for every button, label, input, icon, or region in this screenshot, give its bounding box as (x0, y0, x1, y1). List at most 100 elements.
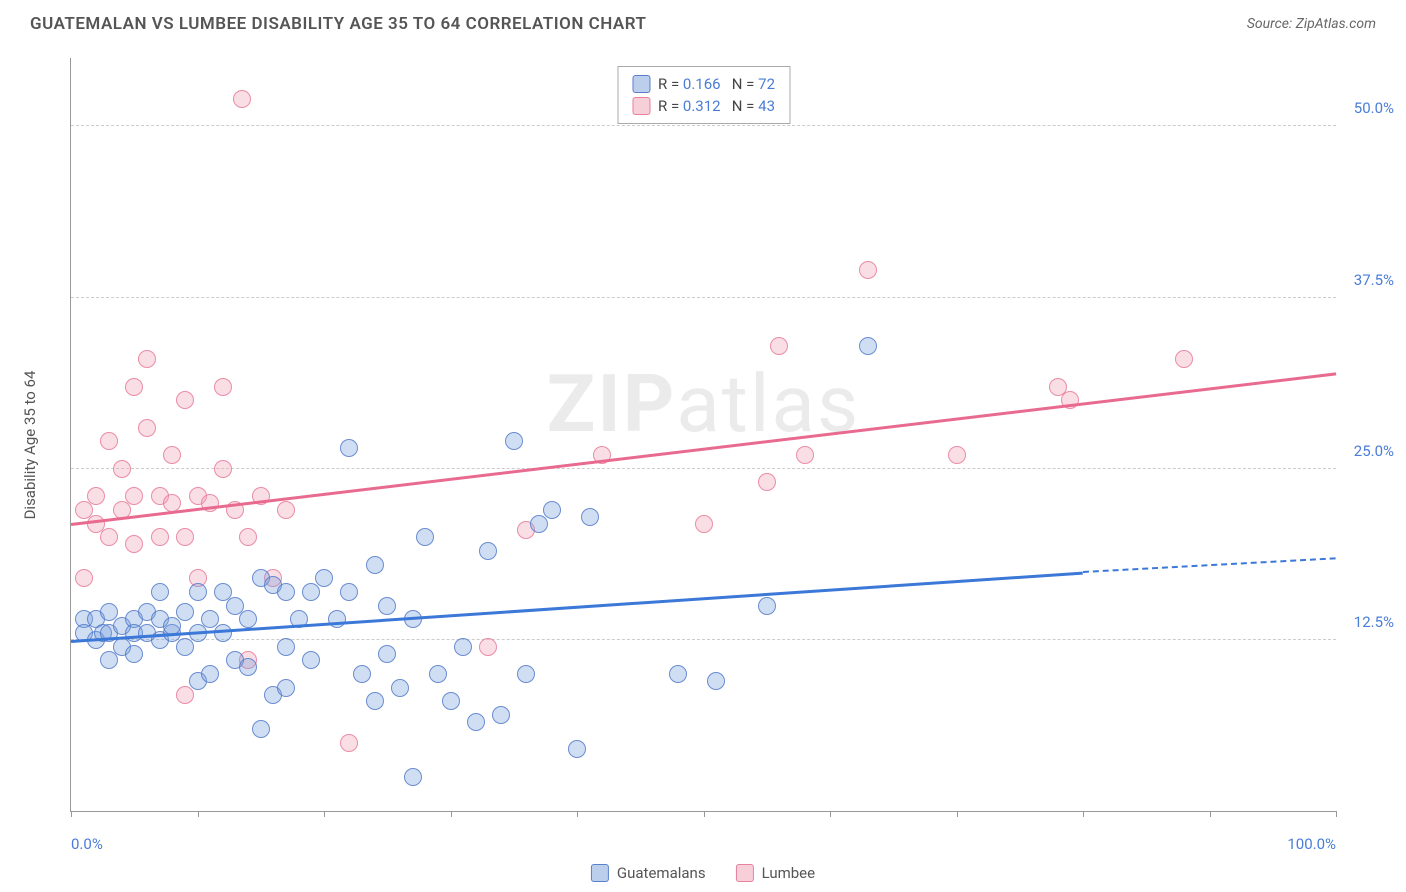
x-tick (830, 811, 831, 817)
data-point (176, 638, 194, 656)
data-point (492, 706, 510, 724)
series-legend: GuatemalansLumbee (591, 864, 815, 882)
trend-line (1083, 558, 1336, 574)
data-point (442, 692, 460, 710)
data-point (277, 501, 295, 519)
data-point (416, 528, 434, 546)
chart-area: Disability Age 35 to 64 ZIPatlas R = 0.1… (40, 48, 1386, 842)
data-point (505, 432, 523, 450)
data-point (859, 261, 877, 279)
x-tick (1336, 811, 1337, 817)
data-point (530, 515, 548, 533)
data-point (239, 610, 257, 628)
data-point (328, 610, 346, 628)
data-point (252, 720, 270, 738)
header: GUATEMALAN VS LUMBEE DISABILITY AGE 35 T… (0, 0, 1406, 42)
chart-container: GUATEMALAN VS LUMBEE DISABILITY AGE 35 T… (0, 0, 1406, 892)
y-tick-label: 37.5% (1344, 271, 1394, 289)
legend-row: R = 0.166 N = 72 (632, 73, 775, 95)
data-point (214, 378, 232, 396)
data-point (543, 501, 561, 519)
data-point (302, 651, 320, 669)
watermark: ZIPatlas (547, 357, 860, 451)
data-point (353, 665, 371, 683)
data-point (517, 665, 535, 683)
data-point (239, 658, 257, 676)
legend-swatch (736, 864, 754, 882)
data-point (378, 645, 396, 663)
plot-area: ZIPatlas R = 0.166 N = 72R = 0.312 N = 4… (70, 58, 1336, 812)
gridline (71, 297, 1336, 298)
data-point (758, 597, 776, 615)
legend-row: R = 0.312 N = 43 (632, 95, 775, 117)
legend-swatch (591, 864, 609, 882)
data-point (100, 528, 118, 546)
data-point (176, 391, 194, 409)
data-point (151, 583, 169, 601)
data-point (581, 508, 599, 526)
data-point (176, 528, 194, 546)
legend-swatch (632, 97, 650, 115)
data-point (189, 583, 207, 601)
data-point (151, 528, 169, 546)
data-point (100, 651, 118, 669)
data-point (138, 419, 156, 437)
data-point (302, 583, 320, 601)
data-point (454, 638, 472, 656)
data-point (163, 446, 181, 464)
x-tick (451, 811, 452, 817)
data-point (277, 679, 295, 697)
correlation-legend: R = 0.166 N = 72R = 0.312 N = 43 (617, 66, 790, 124)
data-point (796, 446, 814, 464)
source-attribution: Source: ZipAtlas.com (1247, 16, 1376, 32)
data-point (695, 515, 713, 533)
x-tick (71, 811, 72, 817)
x-tick (577, 811, 578, 817)
y-tick-label: 25.0% (1344, 442, 1394, 460)
data-point (214, 624, 232, 642)
x-tick (1210, 811, 1211, 817)
data-point (366, 692, 384, 710)
data-point (233, 90, 251, 108)
data-point (214, 460, 232, 478)
data-point (201, 665, 219, 683)
data-point (467, 713, 485, 731)
data-point (239, 528, 257, 546)
data-point (429, 665, 447, 683)
y-axis-label: Disability Age 35 to 64 (21, 371, 39, 520)
x-tick (957, 811, 958, 817)
x-tick (704, 811, 705, 817)
gridline (71, 639, 1336, 640)
data-point (378, 597, 396, 615)
data-point (277, 583, 295, 601)
data-point (568, 740, 586, 758)
data-point (277, 638, 295, 656)
x-tick (324, 811, 325, 817)
data-point (479, 638, 497, 656)
data-point (669, 665, 687, 683)
data-point (125, 535, 143, 553)
data-point (125, 645, 143, 663)
data-point (404, 768, 422, 786)
x-tick (1083, 811, 1084, 817)
legend-swatch (632, 75, 650, 93)
chart-title: GUATEMALAN VS LUMBEE DISABILITY AGE 35 T… (30, 14, 646, 34)
data-point (391, 679, 409, 697)
data-point (125, 487, 143, 505)
gridline (71, 468, 1336, 469)
data-point (100, 432, 118, 450)
gridline (71, 125, 1336, 126)
data-point (125, 378, 143, 396)
data-point (859, 337, 877, 355)
x-tick-label: 100.0% (1287, 835, 1336, 853)
data-point (1175, 350, 1193, 368)
data-point (176, 603, 194, 621)
data-point (113, 460, 131, 478)
data-point (948, 446, 966, 464)
y-tick-label: 12.5% (1344, 613, 1394, 631)
y-tick-label: 50.0% (1344, 99, 1394, 117)
data-point (340, 734, 358, 752)
data-point (176, 686, 194, 704)
source-link[interactable]: ZipAtlas.com (1296, 16, 1376, 32)
data-point (315, 569, 333, 587)
